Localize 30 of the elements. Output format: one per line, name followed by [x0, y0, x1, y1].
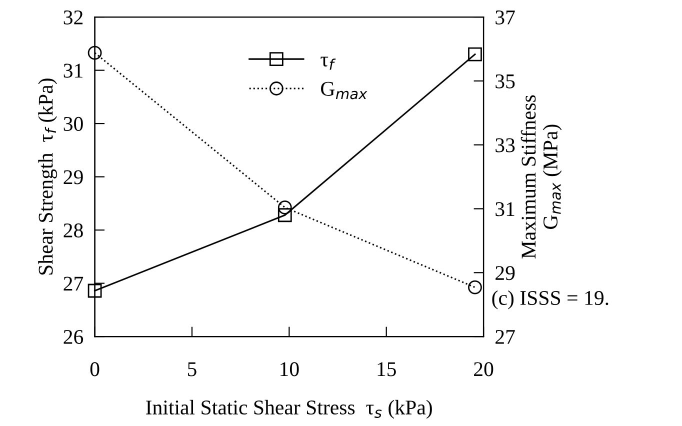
y2-tick-label: 29 — [496, 266, 515, 280]
x-tick-label: 20 — [474, 362, 494, 376]
legend-label: τ$_{f}$ — [320, 56, 336, 70]
y2-tick-label: 31 — [496, 202, 514, 216]
y2-tick-label: 37 — [496, 10, 515, 24]
y2-tick-label: 33 — [496, 138, 515, 152]
y-axis-title: Shear Strength τ$_{f}$ (kPa) — [38, 78, 58, 275]
point — [278, 208, 292, 222]
text: (c) ISSS = 19. — [492, 290, 608, 310]
y-tick-label: 28 — [64, 223, 83, 238]
x-tick-label: 0 — [90, 362, 100, 376]
y-tick-label: 26 — [64, 330, 84, 344]
y-tick-label: 27 — [64, 276, 84, 291]
y2-tick-label: 35 — [496, 74, 515, 88]
point — [468, 280, 482, 294]
y-tick-label: 30 — [64, 116, 83, 131]
x-axis-title: Initial Static Shear Stress τ$_{s}$ (kPa) — [146, 400, 432, 419]
y-tick-label: 31 — [64, 64, 82, 78]
point — [468, 47, 482, 62]
legend-label: G$_{max}$ — [321, 82, 368, 100]
y2-axis-title: Maximum Stiffness G$_{max}$ (MPa) — [520, 95, 562, 258]
point — [278, 200, 292, 214]
x-tick-label: 5 — [188, 362, 196, 376]
x-tick-label: 15 — [378, 362, 396, 376]
x-tick-label: 10 — [280, 362, 299, 376]
y-tick-label: 32 — [64, 10, 83, 24]
y2-tick-label: 27 — [496, 330, 515, 344]
point — [88, 284, 102, 298]
point — [88, 46, 102, 60]
y-tick-label: 29 — [64, 170, 83, 184]
